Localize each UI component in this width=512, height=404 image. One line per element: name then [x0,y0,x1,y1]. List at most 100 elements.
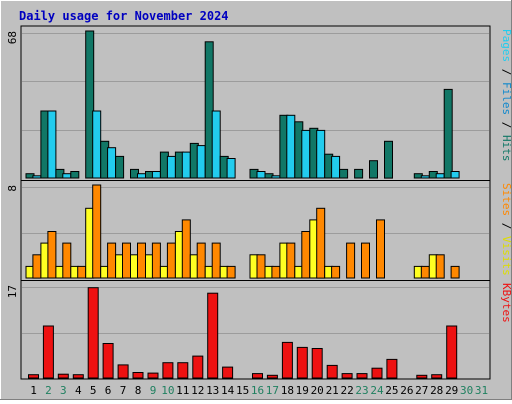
bar-sites-day-21 [331,265,341,279]
legend-label-files: Files [500,82,512,115]
x-tick-label-day-3: 3 [60,384,67,397]
bar-pages-day-18 [286,114,296,179]
y-max-label: 68 [6,31,19,44]
legend-label-kbytes: KBytes [500,283,512,323]
bar-kbytes-day-23 [356,373,368,379]
bar-sites-day-18 [286,242,296,279]
x-tick-label-day-2: 2 [45,384,52,397]
panel-right-labels: KBytes [500,283,512,323]
y-max-label: 8 [6,185,19,192]
bar-sites-day-10 [166,242,176,279]
x-tick-label-day-13: 13 [206,384,219,397]
bar-kbytes-day-16 [252,373,263,379]
bar-pages-day-28 [435,173,445,179]
bar-hits-day-22 [339,168,349,179]
x-tick-label-day-7: 7 [120,384,127,397]
bar-kbytes-day-27 [416,374,428,379]
bar-sites-day-13 [211,242,221,279]
x-tick-label-day-19: 19 [296,384,309,397]
bar-pages-day-13 [211,110,221,179]
bar-sites-day-17 [271,265,281,279]
bar-pages-day-9 [151,171,161,179]
bar-hits-day-25 [384,140,393,179]
bar-kbytes-day-3 [57,373,69,379]
bar-sites-day-19 [301,231,311,279]
bar-sites-day-20 [316,207,326,279]
y-max-label: 17 [6,285,19,298]
bar-hits-day-4 [70,171,80,179]
legend-label-pages: Pages [500,29,512,62]
bar-sites-day-9 [151,242,161,279]
x-tick-label-day-9: 9 [150,384,157,397]
bar-sites-day-3 [62,242,72,279]
bar-sites-day-28 [435,254,445,279]
bar-pages-day-20 [316,129,326,179]
bar-sites-day-23 [361,242,370,279]
bar-sites-day-8 [137,242,146,279]
x-tick-label-day-20: 20 [311,384,324,397]
bar-sites-day-2 [47,231,57,279]
x-tick-label-day-14: 14 [221,384,235,397]
bar-pages-day-27 [420,175,430,179]
bar-kbytes-day-8 [132,372,144,379]
bar-kbytes-day-1 [28,374,39,379]
bar-kbytes-day-22 [341,373,353,379]
bar-pages-day-19 [301,129,311,179]
bar-pages-day-16 [256,171,266,179]
bar-pages-day-29 [450,171,460,179]
bar-kbytes-day-18 [281,341,293,379]
bar-kbytes-day-4 [72,374,84,379]
bar-hits-day-23 [354,168,364,179]
bar-sites-day-27 [420,265,430,279]
bar-hits-day-29 [443,88,453,179]
panel-right-labels: Pages / Files / Hits [500,29,512,162]
bar-hits-day-13 [204,41,214,179]
panel-right-labels: Sites / Visits [500,183,512,276]
x-tick-label-day-31: 31 [475,384,488,397]
bar-pages-day-5 [92,110,102,179]
bar-kbytes-day-5 [87,287,99,379]
x-tick-label-day-21: 21 [326,384,339,397]
bar-kbytes-day-10 [162,362,174,379]
x-tick-label-day-8: 8 [135,384,142,397]
bar-pages-day-14 [226,158,236,179]
bar-sites-day-12 [196,242,206,279]
x-tick-label-day-6: 6 [105,384,112,397]
x-tick-label-day-4: 4 [75,384,82,397]
bar-pages-day-8 [137,173,146,179]
x-tick-label-day-27: 27 [415,384,428,397]
bar-sites-day-7 [122,242,131,279]
x-tick-label-day-30: 30 [460,384,473,397]
legend-label-hits: Hits [500,135,512,162]
bar-kbytes-day-21 [326,364,338,379]
x-tick-label-day-12: 12 [191,384,204,397]
bar-kbytes-day-25 [386,358,398,379]
bar-kbytes-day-7 [117,364,129,379]
x-tick-label-day-16: 16 [251,384,264,397]
x-tick-label-day-11: 11 [176,384,189,397]
bar-kbytes-day-17 [266,374,278,379]
bar-kbytes-day-12 [192,355,204,379]
x-tick-label-day-1: 1 [30,384,37,397]
bar-kbytes-day-24 [371,367,383,379]
bar-pages-day-2 [47,110,57,179]
bar-pages-day-3 [62,173,72,179]
bar-kbytes-day-28 [431,374,443,379]
chart-title: Daily usage for November 2024 [19,9,229,23]
x-tick-label-day-25: 25 [385,384,398,397]
bar-sites-day-1 [32,254,42,279]
bar-kbytes-day-11 [177,362,189,379]
bar-hits-day-24 [369,160,378,179]
x-tick-label-day-17: 17 [266,384,279,397]
bar-sites-day-22 [346,242,356,279]
bar-sites-day-14 [226,265,236,279]
bar-kbytes-day-20 [311,348,323,379]
bar-kbytes-day-19 [296,346,308,379]
x-tick-label-day-28: 28 [430,384,443,397]
bar-pages-day-11 [181,151,191,179]
bar-pages-day-1 [32,175,42,179]
bar-sites-day-24 [376,219,385,279]
x-tick-label-day-18: 18 [281,384,294,397]
bar-sites-day-29 [450,265,460,279]
